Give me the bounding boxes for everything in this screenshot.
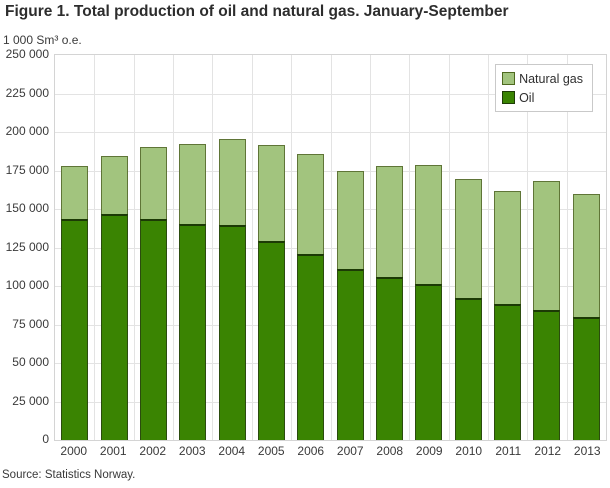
legend-item-natural-gas: Natural gas: [502, 69, 583, 88]
bar-2000: [61, 165, 89, 440]
bar-2012: [533, 180, 561, 440]
legend-label: Oil: [519, 90, 535, 105]
bar-segment-oil: [572, 316, 600, 440]
y-tick-label: 150 000: [5, 201, 49, 215]
bar-segment-oil: [376, 276, 404, 440]
bar-2005: [257, 145, 285, 440]
vertical-gridline: [527, 55, 529, 440]
y-tick-label: 50 000: [12, 355, 49, 369]
vertical-gridline: [487, 55, 489, 440]
bar-segment-natural-gas: [533, 180, 561, 310]
bar-2008: [376, 165, 404, 440]
y-tick-label: 25 000: [12, 393, 49, 408]
bar-segment-natural-gas: [218, 138, 246, 226]
x-tick-label: 2007: [336, 444, 364, 458]
bar-segment-natural-gas: [376, 165, 404, 277]
natural-gas-swatch-icon: [502, 72, 516, 85]
bar-2010: [454, 178, 482, 440]
y-tick-label: 200 000: [5, 124, 49, 138]
source-note: Source: Statistics Norway.: [2, 469, 136, 481]
oil-swatch-icon: [502, 91, 516, 104]
bar-2001: [100, 155, 128, 440]
bar-segment-natural-gas: [454, 178, 482, 298]
vertical-gridline: [133, 55, 135, 440]
x-tick-label: 2010: [455, 444, 483, 458]
bar-2011: [494, 191, 522, 440]
x-tick-label: 2001: [99, 444, 127, 458]
bar-segment-natural-gas: [572, 194, 600, 317]
legend-item-oil: Oil: [502, 88, 583, 107]
plot-area: Natural gas Oil: [54, 54, 607, 441]
legend: Natural gas Oil: [495, 64, 593, 112]
x-tick-label: 2012: [534, 444, 562, 458]
vertical-gridline: [212, 55, 214, 440]
vertical-gridline: [173, 55, 175, 440]
x-tick-label: 2002: [139, 444, 167, 458]
bar-2002: [139, 147, 167, 440]
bar-segment-oil: [139, 219, 167, 440]
bar-segment-oil: [415, 284, 443, 440]
bar-segment-natural-gas: [100, 155, 128, 215]
bar-2004: [218, 138, 246, 440]
vertical-gridline: [291, 55, 293, 440]
bar-segment-natural-gas: [61, 165, 89, 220]
y-tick-label: 175 000: [5, 162, 49, 177]
vertical-gridline: [94, 55, 96, 440]
bar-2007: [336, 171, 364, 440]
x-tick-label: 2011: [495, 444, 522, 458]
y-axis-unit-label: 1 000 Sm³ o.e.: [3, 33, 82, 47]
y-tick-label: 250 000: [5, 47, 49, 61]
bar-segment-natural-gas: [494, 191, 522, 305]
vertical-gridline: [409, 55, 411, 440]
bar-segment-oil: [494, 304, 522, 440]
bar-segment-natural-gas: [297, 154, 325, 254]
y-tick-label: 75 000: [12, 316, 49, 331]
bar-2009: [415, 165, 443, 440]
bar-2006: [297, 154, 325, 440]
bar-segment-natural-gas: [139, 147, 167, 220]
x-tick-label: 2008: [376, 444, 404, 458]
bar-segment-oil: [61, 219, 89, 440]
y-tick-label: 0: [42, 432, 49, 446]
x-tick-label: 2013: [573, 444, 601, 458]
bar-segment-oil: [533, 309, 561, 440]
bar-segment-natural-gas: [336, 171, 364, 270]
bar-segment-oil: [218, 225, 246, 440]
bar-segment-oil: [454, 297, 482, 440]
x-tick-label: 2006: [297, 444, 325, 458]
y-tick-label: 125 000: [5, 239, 49, 254]
vertical-gridline: [448, 55, 450, 440]
x-tick-label: 2009: [415, 444, 443, 458]
vertical-gridline: [330, 55, 332, 440]
bar-segment-oil: [336, 269, 364, 440]
x-tick-label: 2003: [178, 444, 206, 458]
bar-segment-oil: [297, 253, 325, 440]
vertical-gridline: [369, 55, 371, 440]
x-tick-label: 2000: [60, 444, 88, 458]
chart-title: Figure 1. Total production of oil and na…: [5, 3, 509, 20]
y-tick-label: 225 000: [5, 85, 49, 100]
legend-label: Natural gas: [519, 71, 583, 86]
bar-2003: [179, 144, 207, 440]
bar-segment-oil: [100, 214, 128, 440]
bar-2013: [572, 194, 600, 440]
vertical-gridline: [251, 55, 253, 440]
bar-segment-oil: [179, 224, 207, 440]
x-tick-label: 2005: [257, 444, 285, 458]
bar-segment-oil: [257, 240, 285, 440]
x-tick-label: 2004: [218, 444, 246, 458]
bar-segment-natural-gas: [179, 144, 207, 225]
y-tick-label: 100 000: [5, 278, 49, 292]
vertical-gridline: [566, 55, 568, 440]
bar-segment-natural-gas: [257, 145, 285, 241]
bar-segment-natural-gas: [415, 165, 443, 285]
x-axis-labels: 2000 2001 2002 2003 2004 2005 2006 2007 2008 2009…: [54, 444, 607, 458]
